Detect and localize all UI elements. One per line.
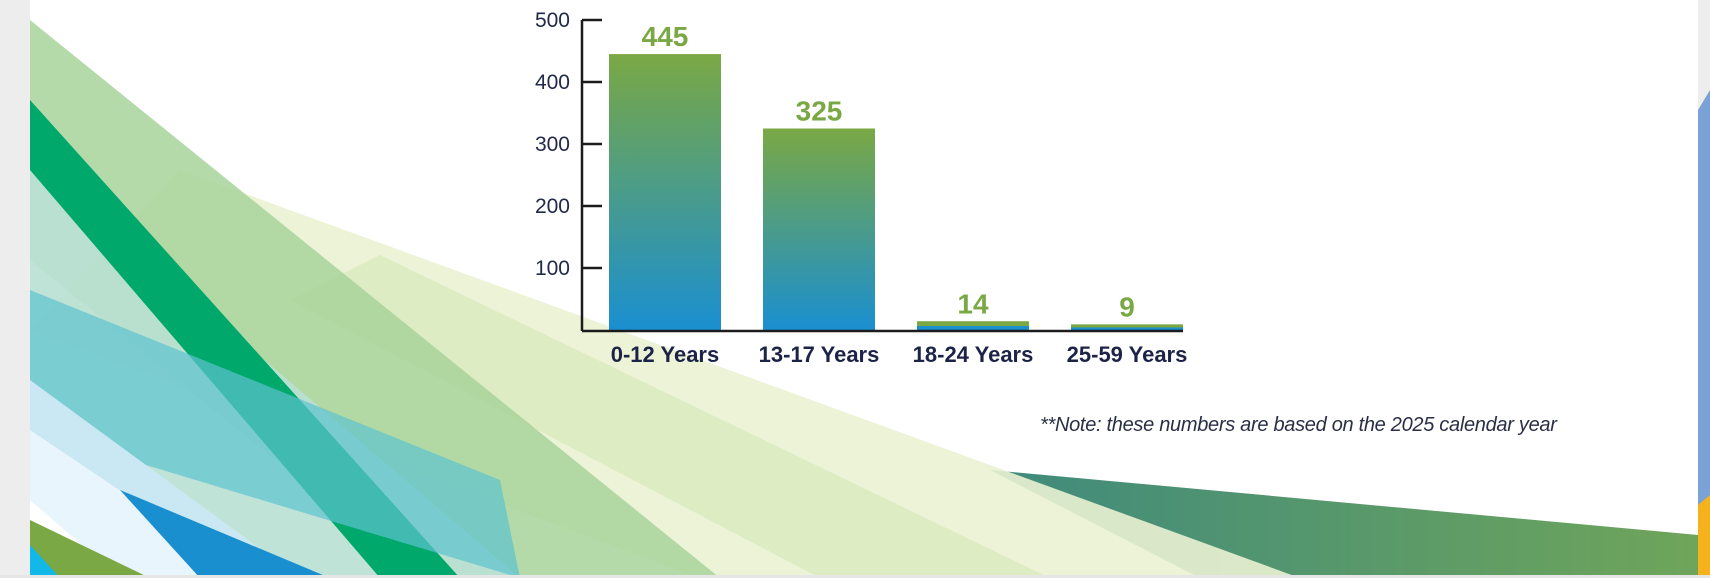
y-axis: 100 200 300 400 500 xyxy=(535,9,602,331)
bar-cap xyxy=(917,321,1029,327)
data-label: 325 xyxy=(796,96,843,127)
x-tick-label: 13-17 Years xyxy=(759,342,880,367)
bar xyxy=(763,128,875,330)
y-tick-label: 200 xyxy=(535,195,570,218)
y-tick-label: 400 xyxy=(535,71,570,94)
bar xyxy=(609,54,721,330)
y-tick-label: 500 xyxy=(535,9,570,32)
bar-base xyxy=(1071,327,1183,330)
x-tick-label: 18-24 Years xyxy=(913,342,1034,367)
data-label: 14 xyxy=(957,288,989,319)
bars: 445 325 14 9 xyxy=(609,21,1183,330)
data-label: 9 xyxy=(1119,291,1135,322)
bar-base xyxy=(917,326,1029,330)
footnote: **Note: these numbers are based on the 2… xyxy=(1040,414,1557,436)
data-label: 445 xyxy=(642,21,689,52)
x-tick-label: 25-59 Years xyxy=(1067,342,1188,367)
y-tick-label: 300 xyxy=(535,133,570,156)
y-tick-label: 100 xyxy=(535,257,570,280)
bar-cap xyxy=(1071,324,1183,328)
x-axis: 0-12 Years 13-17 Years 18-24 Years 25-59 Ye… xyxy=(582,329,1188,367)
x-tick-label: 0-12 Years xyxy=(611,342,719,367)
